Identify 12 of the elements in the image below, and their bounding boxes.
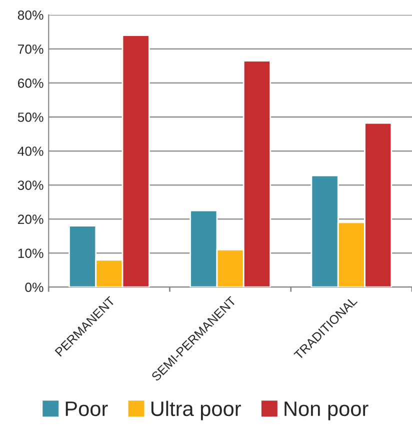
legend-label: Non poor [284,402,368,420]
legend-label: Ultra poor [151,400,241,420]
y-tick-label: 80% [18,10,44,20]
y-tick-label: 60% [18,78,44,88]
y-tick-label: 10% [18,248,44,258]
y-tick-label: 0% [25,282,44,292]
y-tick-label: 70% [18,44,44,54]
y-tick-label: 40% [18,146,44,156]
y-tick-label: 50% [18,112,44,122]
y-tick-label: 20% [18,214,44,224]
legend-label: Poor [66,402,108,416]
y-tick-label: 30% [18,180,44,190]
